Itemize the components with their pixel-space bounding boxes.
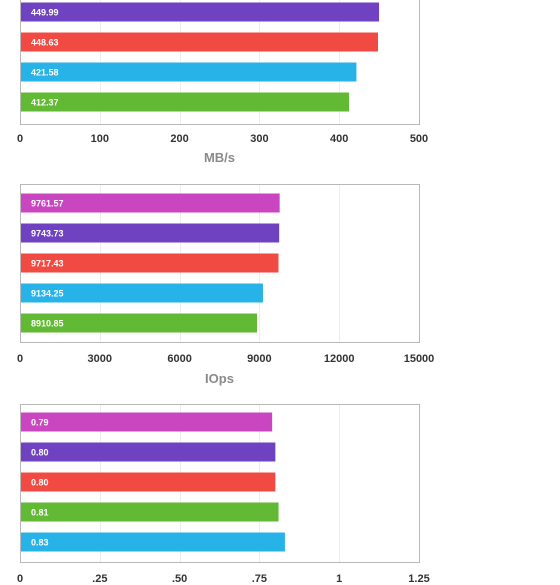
bar — [21, 412, 273, 432]
x-tick-label: 15000 — [404, 353, 435, 365]
bar-value-label: 0.83 — [31, 538, 49, 548]
x-tick-label: .50 — [172, 573, 187, 585]
bar-value-label: 9761.57 — [31, 199, 64, 209]
bar-value-label: 8910.85 — [31, 319, 64, 329]
chart-panel-2: 0 3000 6000 9000 12000 15000 9761.57 9743.73 971… — [17, 184, 435, 386]
x-tick-label: 0 — [17, 573, 23, 585]
bar-value-label: 0.81 — [31, 508, 49, 518]
x-tick-label: 0 — [17, 353, 23, 365]
x-tick-label: .25 — [92, 573, 107, 585]
x-tick-label: 9000 — [247, 353, 271, 365]
x-tick-label: 1 — [336, 573, 342, 585]
bar — [21, 313, 258, 333]
x-tick-label: 12000 — [324, 353, 355, 365]
x-tick-label: .75 — [252, 573, 267, 585]
x-tick-label: 200 — [170, 133, 188, 145]
bar — [21, 92, 350, 112]
bar — [21, 283, 263, 303]
bar-value-label: 449.99 — [31, 8, 59, 18]
bar — [21, 62, 357, 82]
bar — [21, 253, 279, 273]
bar — [21, 2, 380, 22]
bar — [21, 442, 276, 462]
x-tick-label: 3000 — [88, 353, 112, 365]
bar — [21, 502, 279, 522]
x-tick-label: 6000 — [167, 353, 191, 365]
bar-value-label: 9717.43 — [31, 259, 64, 269]
axis-unit-label: MB/s — [204, 150, 235, 165]
x-tick-label: 300 — [250, 133, 268, 145]
x-tick-label: 100 — [91, 133, 109, 145]
chart-panel-3: 0 .25 .50 .75 1 1.25 0.79 0.80 0.80 0.81 0.83 — [17, 404, 430, 585]
bar — [21, 32, 379, 52]
bar — [21, 193, 280, 213]
bar-value-label: 412.37 — [31, 98, 59, 108]
bar-value-label: 9743.73 — [31, 229, 64, 239]
bar-value-label: 421.58 — [31, 68, 59, 78]
bar — [21, 532, 285, 552]
x-tick-label: 400 — [330, 133, 348, 145]
bar-value-label: 0.80 — [31, 478, 49, 488]
bar — [21, 223, 280, 243]
x-tick-label: 1.25 — [408, 573, 429, 585]
bar — [21, 472, 276, 492]
bar-value-label: 0.79 — [31, 418, 49, 428]
bar-value-label: 448.63 — [31, 38, 59, 48]
bar-value-label: 9134.25 — [31, 289, 64, 299]
chart-panel-1: 0 100 200 300 400 500 449.99 448.63 421.58 412.37… — [17, 0, 428, 165]
x-tick-label: 500 — [410, 133, 428, 145]
x-tick-label: 0 — [17, 133, 23, 145]
axis-unit-label: IOps — [205, 371, 234, 386]
bar-value-label: 0.80 — [31, 448, 49, 458]
